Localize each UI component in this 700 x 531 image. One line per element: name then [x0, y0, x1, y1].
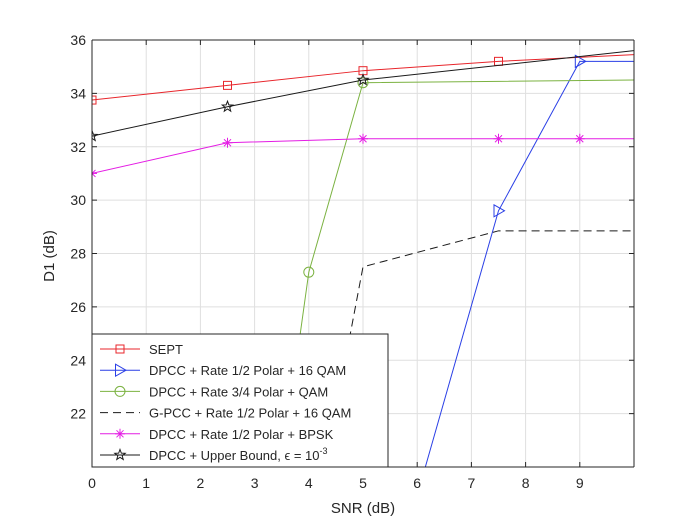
series-line	[92, 54, 634, 101]
x-tick-label: 7	[468, 475, 476, 491]
legend-entry-1: DPCC + Rate 1/2 Polar + 16 QAM	[100, 363, 346, 378]
x-tick-label: 5	[359, 475, 367, 491]
legend-marker	[115, 428, 125, 439]
x-tick-label: 8	[522, 475, 530, 491]
x-axis-title: SNR (dB)	[331, 500, 395, 517]
legend-label: DPCC + Rate 1/2 Polar + 16 QAM	[149, 363, 346, 378]
x-tick-label: 1	[142, 475, 150, 491]
x-tick-label: 3	[251, 475, 259, 491]
series-3	[324, 230, 634, 467]
data-point	[574, 133, 585, 144]
x-tick-label: 9	[576, 475, 584, 491]
data-point	[493, 203, 506, 218]
y-tick-label: 30	[70, 192, 86, 208]
legend-marker	[114, 385, 126, 397]
legend-entry-4: DPCC + Rate 1/2 Polar + BPSK	[100, 427, 334, 442]
y-tick-label: 28	[70, 246, 86, 262]
data-point	[92, 168, 97, 179]
legend-marker	[115, 344, 125, 354]
data-point	[357, 77, 369, 89]
data-point	[358, 133, 368, 144]
x-tick-label: 0	[88, 475, 96, 491]
y-tick-label: 34	[70, 85, 86, 101]
legend-entry-3: G-PCC + Rate 1/2 Polar + 16 QAM	[100, 406, 351, 421]
data-point	[303, 266, 315, 278]
data-point	[222, 137, 233, 148]
legend-entry-0: SEPT	[100, 342, 183, 357]
y-axis-title: D1 (dB)	[41, 230, 58, 282]
data-point	[223, 80, 232, 90]
data-point	[493, 133, 504, 144]
legend-entry-2: DPCC + Rate 3/4 Polar + QAM	[100, 384, 328, 399]
series-4	[92, 133, 634, 179]
series-line	[92, 50, 634, 137]
data-point	[92, 129, 99, 142]
y-tick-label: 24	[70, 352, 86, 368]
legend-label: SEPT	[149, 342, 183, 357]
series-line	[324, 230, 634, 467]
legend-label: DPCC + Rate 3/4 Polar + QAM	[149, 384, 328, 399]
legend-box	[91, 333, 389, 468]
x-tick-label: 2	[197, 475, 205, 491]
series-line	[92, 138, 634, 174]
series-1	[424, 54, 634, 467]
data-point	[220, 99, 235, 113]
y-tick-label: 32	[70, 139, 86, 155]
x-tick-label: 6	[413, 475, 421, 491]
series-5	[92, 50, 634, 142]
series-line	[424, 60, 634, 467]
legend-label: DPCC + Upper Bound, ϵ = 10-3	[149, 446, 328, 463]
legend-label: DPCC + Rate 1/2 Polar + BPSK	[149, 427, 334, 442]
legend: SEPT DPCC + Rate 1/2 Polar + 16 QAM DPCC +…	[91, 333, 389, 468]
legend-marker	[113, 448, 127, 461]
y-tick-label: 26	[70, 299, 86, 315]
y-tick-label: 36	[70, 32, 86, 48]
legend-entry-5: DPCC + Upper Bound, ϵ = 10-3	[100, 446, 328, 463]
legend-marker	[115, 363, 128, 378]
y-tick-label: 22	[70, 406, 86, 422]
data-point	[356, 73, 370, 86]
data-point	[92, 95, 97, 105]
x-tick-label: 4	[305, 475, 313, 491]
legend-label: G-PCC + Rate 1/2 Polar + 16 QAM	[149, 406, 351, 421]
data-point	[574, 54, 587, 69]
